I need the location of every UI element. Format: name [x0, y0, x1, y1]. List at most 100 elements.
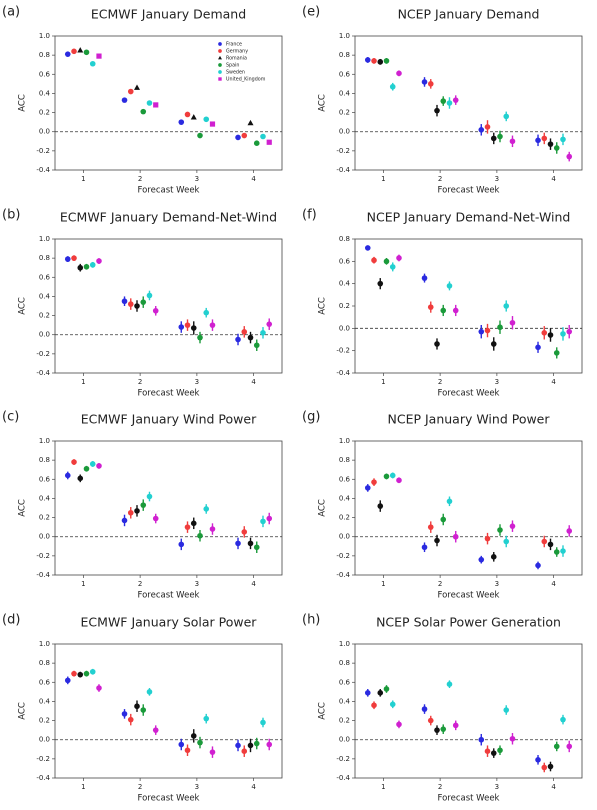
- y-tick-label: -0.2: [36, 552, 50, 560]
- y-tick-label: 0.6: [39, 475, 51, 483]
- marker: [96, 463, 102, 469]
- x-tick-label: 3: [195, 175, 199, 183]
- y-axis-label: ACC: [18, 702, 28, 720]
- x-tick-label: 4: [251, 378, 256, 386]
- marker: [64, 677, 71, 684]
- marker: [209, 749, 216, 755]
- y-tick-label: 0.4: [39, 494, 51, 502]
- y-tick-label: 1.0: [339, 640, 350, 648]
- marker: [421, 706, 428, 712]
- marker: [434, 107, 440, 114]
- y-tick-label: 1.0: [339, 32, 350, 40]
- x-tick-label: 4: [551, 580, 556, 588]
- marker: [134, 703, 140, 710]
- marker: [64, 51, 71, 57]
- marker: [541, 764, 548, 771]
- x-tick-label: 2: [138, 580, 142, 588]
- marker: [383, 58, 390, 64]
- marker: [566, 153, 573, 160]
- marker: [253, 544, 260, 551]
- marker: [509, 523, 516, 529]
- marker: [184, 524, 191, 530]
- x-tick-label: 4: [251, 580, 256, 588]
- marker: [427, 304, 434, 310]
- y-tick-label: 1.0: [39, 640, 50, 648]
- marker: [364, 690, 371, 696]
- chart-title: NCEP January Demand-Net-Wind: [367, 210, 571, 225]
- marker: [553, 145, 560, 151]
- marker: [427, 524, 434, 530]
- x-tick-label: 2: [438, 580, 442, 588]
- panel-label: (f): [302, 208, 317, 223]
- marker: [260, 719, 266, 726]
- panel-label: (a): [2, 5, 20, 20]
- marker: [452, 307, 459, 314]
- y-tick-label: 0.2: [339, 717, 350, 725]
- marker: [197, 132, 203, 139]
- panel: (a) ECMWF January Demand -0.4 -0.2 0.0 0.2 0.4…: [2, 5, 283, 196]
- marker: [541, 135, 548, 142]
- y-axis-label: ACC: [318, 94, 328, 112]
- marker: [566, 528, 573, 534]
- marker: [547, 141, 554, 147]
- x-axis-label: Forecast Week: [138, 591, 200, 601]
- marker: [96, 258, 102, 264]
- marker: [197, 739, 203, 746]
- marker: [446, 681, 453, 687]
- marker: [535, 757, 541, 763]
- marker: [218, 63, 222, 67]
- marker: [153, 102, 159, 108]
- y-tick-label: 0.2: [39, 312, 50, 320]
- x-tick-label: 1: [381, 580, 385, 588]
- marker: [247, 540, 254, 547]
- x-tick-label: 4: [251, 783, 256, 791]
- y-tick-label: -0.2: [336, 755, 350, 763]
- marker: [566, 328, 573, 335]
- marker: [152, 727, 159, 733]
- marker: [371, 479, 377, 485]
- panel: (f) NCEP January Demand-Net-Wind -0.4 -0.2 0…: [302, 208, 583, 399]
- y-axis-label: ACC: [318, 297, 328, 315]
- marker: [235, 540, 241, 547]
- x-tick-label: 3: [495, 175, 499, 183]
- y-tick-label: 0.6: [339, 70, 351, 78]
- x-tick-label: 2: [438, 783, 442, 791]
- marker: [253, 740, 260, 747]
- marker: [509, 319, 516, 326]
- marker: [389, 472, 396, 479]
- y-axis-label: ACC: [318, 499, 328, 517]
- marker: [478, 556, 485, 563]
- chart-title: ECMWF January Wind Power: [81, 412, 257, 427]
- x-tick-label: 3: [495, 580, 499, 588]
- marker: [71, 48, 77, 55]
- y-tick-label: 0.4: [39, 292, 51, 300]
- y-tick-label: 0.6: [39, 678, 51, 686]
- legend-label: Spain: [226, 63, 239, 69]
- y-axis-label: ACC: [18, 499, 28, 517]
- y-tick-label: 0.8: [39, 456, 50, 464]
- marker: [535, 137, 541, 144]
- marker: [421, 275, 428, 281]
- x-tick-label: 1: [381, 783, 385, 791]
- marker: [377, 59, 384, 65]
- marker: [89, 668, 96, 675]
- marker: [377, 503, 384, 509]
- x-axis-label: Forecast Week: [438, 389, 500, 399]
- marker: [490, 341, 497, 347]
- y-tick-label: -0.4: [36, 571, 50, 579]
- y-tick-label: 1.0: [339, 437, 350, 445]
- marker: [89, 461, 96, 467]
- marker: [484, 535, 491, 542]
- y-tick-label: 0.8: [339, 235, 350, 243]
- marker: [396, 477, 402, 484]
- marker: [364, 245, 371, 251]
- y-tick-label: 0.2: [339, 109, 350, 117]
- marker: [96, 685, 102, 691]
- marker: [83, 263, 90, 270]
- y-tick-label: 0.4: [339, 697, 351, 705]
- x-tick-label: 3: [495, 783, 499, 791]
- legend-label: Germany: [226, 49, 248, 55]
- marker: [190, 325, 197, 331]
- y-tick-label: 0.2: [39, 717, 50, 725]
- marker: [535, 344, 541, 351]
